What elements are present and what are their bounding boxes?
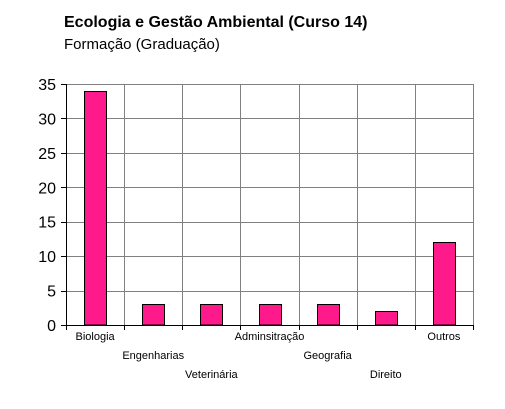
- y-tick-label-35: 35: [38, 77, 56, 94]
- y-tick-label-10: 10: [38, 249, 56, 266]
- chart-title: Ecologia e Gestão Ambiental (Curso 14): [64, 14, 367, 31]
- grid-lines: [66, 84, 474, 325]
- y-tick-label-20: 20: [38, 180, 56, 197]
- x-tick-label-engenharias: Engenharias: [122, 350, 184, 362]
- axes: [61, 84, 474, 330]
- x-tick-label-geografia: Geografia: [303, 350, 352, 362]
- x-tick-label-veterinária: Veterinária: [185, 369, 238, 381]
- y-tick-label-15: 15: [38, 215, 56, 232]
- bar-direito: [375, 311, 398, 326]
- bar-geografia: [317, 304, 340, 326]
- y-tick-labels: 0 5 10 15 20 25 30 35: [38, 77, 56, 335]
- x-tick-label-adminsitração: Adminsitração: [235, 331, 305, 343]
- bar-adminsitração: [259, 304, 282, 326]
- y-tick-label-0: 0: [47, 318, 56, 335]
- bar-veterinária: [200, 304, 223, 326]
- y-tick-label-30: 30: [38, 111, 56, 128]
- x-tick-label-direito: Direito: [370, 369, 402, 381]
- bar-outros: [433, 242, 456, 326]
- bars: [84, 91, 456, 326]
- y-tick-label-25: 25: [38, 146, 56, 163]
- x-tick-label-outros: Outros: [427, 331, 461, 343]
- bar-engenharias: [142, 304, 165, 326]
- y-tick-label-5: 5: [47, 284, 56, 301]
- bar-biologia: [84, 91, 107, 326]
- x-tick-label-biologia: Biologia: [76, 331, 116, 343]
- chart-subtitle: Formação (Graduação): [64, 36, 220, 53]
